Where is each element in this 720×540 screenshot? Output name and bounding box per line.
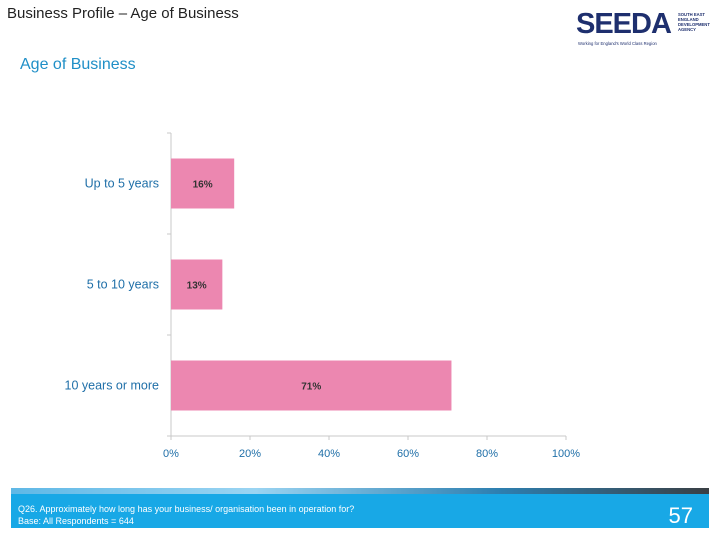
slide-title: Business Profile – Age of Business xyxy=(7,5,239,22)
logo-tagline: Working for England's World Class Region xyxy=(578,41,657,46)
category-label: Up to 5 years xyxy=(85,177,159,191)
data-label: 13% xyxy=(187,281,207,292)
footer-panel: Q26. Approximately how long has your bus… xyxy=(11,494,709,528)
data-label: 71% xyxy=(301,382,321,393)
section-title: Age of Business xyxy=(20,56,136,73)
question-text: Q26. Approximately how long has your bus… xyxy=(18,504,355,514)
x-tick-label: 20% xyxy=(239,448,261,460)
category-label: 10 years or more xyxy=(65,379,160,393)
x-tick-label: 60% xyxy=(397,448,419,460)
data-label: 16% xyxy=(193,180,213,191)
x-tick-label: 100% xyxy=(552,448,580,460)
seeda-logo: SEEDA SOUTH EAST ENGLAND DEVELOPMENT AGE… xyxy=(576,8,716,52)
footer-accent-strip xyxy=(11,488,709,494)
x-tick-label: 80% xyxy=(476,448,498,460)
footer-bar: Q26. Approximately how long has your bus… xyxy=(11,488,709,528)
x-tick-label: 40% xyxy=(318,448,340,460)
page-number: 57 xyxy=(668,503,693,528)
bar xyxy=(171,360,452,411)
logo-wordmark: SEEDA xyxy=(576,8,672,40)
bar xyxy=(171,158,235,209)
base-text: Base: All Respondents = 644 xyxy=(18,516,134,526)
category-label: 5 to 10 years xyxy=(87,278,159,292)
logo-subtext: SOUTH EAST ENGLAND DEVELOPMENT AGENCY xyxy=(678,12,710,32)
x-tick-label: 0% xyxy=(163,448,179,460)
bar xyxy=(171,259,223,310)
